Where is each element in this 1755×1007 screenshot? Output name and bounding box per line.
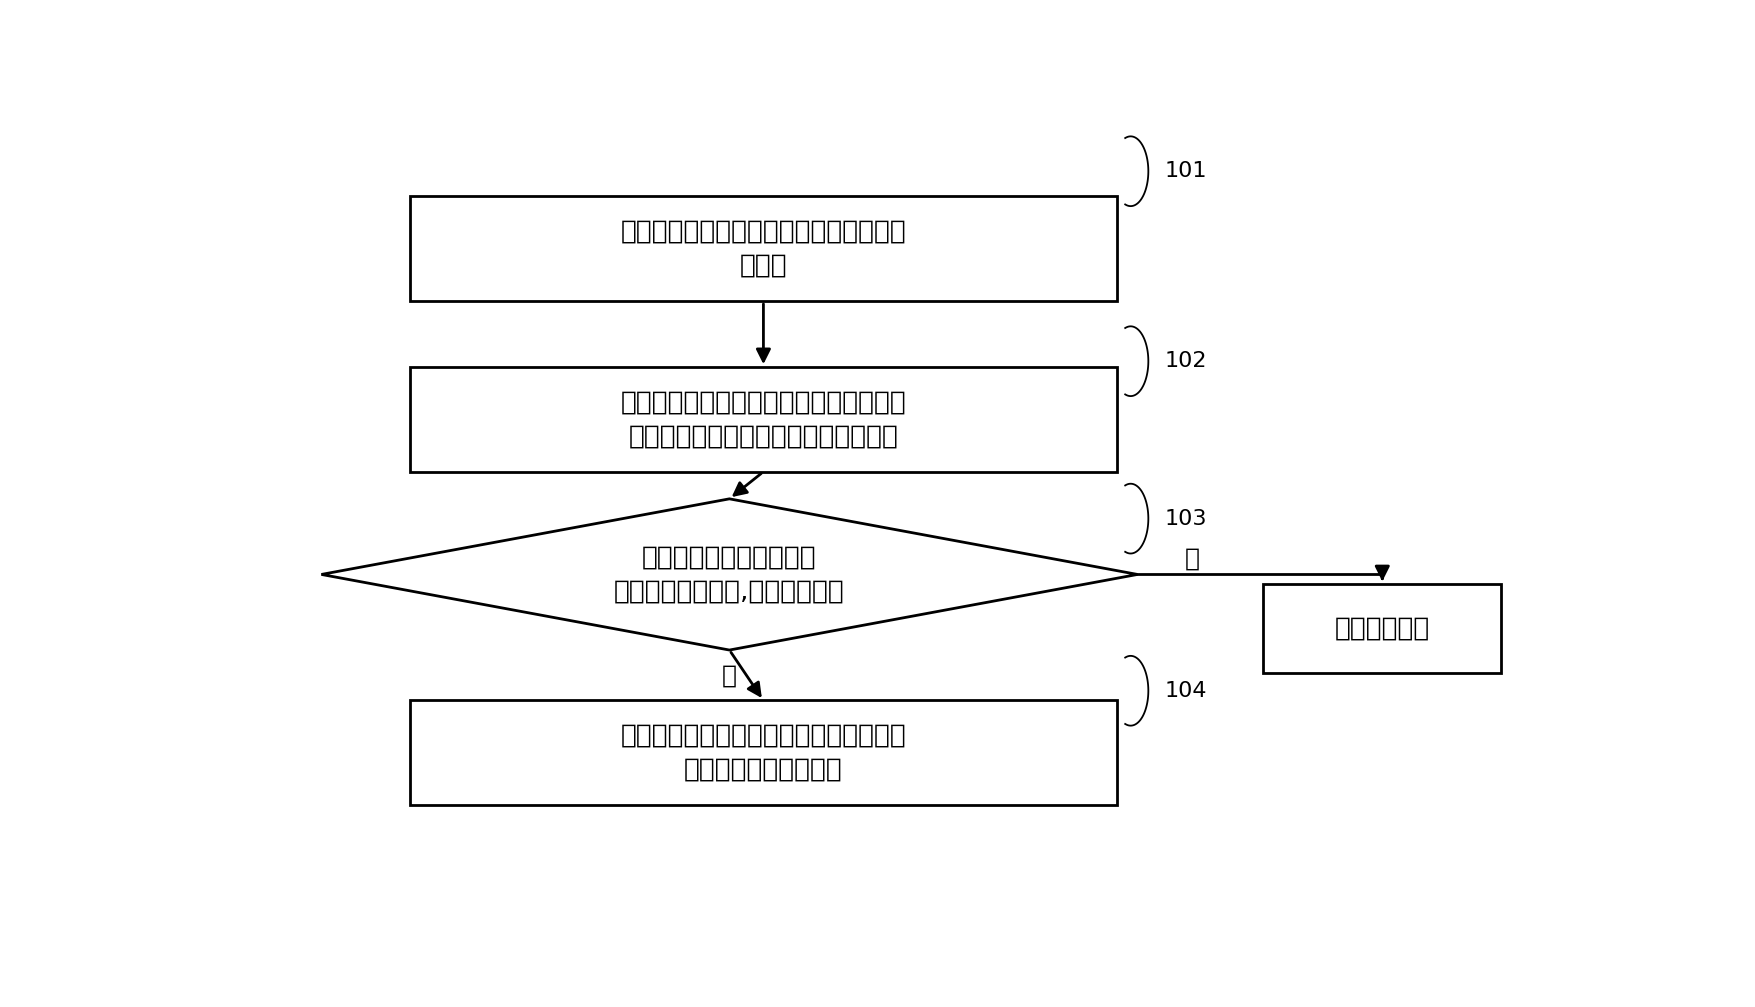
Text: 103: 103 xyxy=(1165,509,1207,529)
FancyBboxPatch shape xyxy=(409,701,1116,806)
Text: 104: 104 xyxy=(1165,681,1207,701)
Text: 车辆拥堵收费平台根据服务请求利用移动
定位技术获取车辆限行终端的位置信息: 车辆拥堵收费平台根据服务请求利用移动 定位技术获取车辆限行终端的位置信息 xyxy=(621,390,906,449)
FancyBboxPatch shape xyxy=(409,196,1116,301)
Text: 车辆拥堵收费平台向车辆限行终端对应的
计费帐户中扣除拥堵费: 车辆拥堵收费平台向车辆限行终端对应的 计费帐户中扣除拥堵费 xyxy=(621,723,906,782)
FancyBboxPatch shape xyxy=(409,367,1116,471)
Text: 将位置信息与预设的收费
区域信息进行比较,判定是否符合: 将位置信息与预设的收费 区域信息进行比较,判定是否符合 xyxy=(614,545,844,604)
Text: 车辆限行终端向车辆拥堵收费平台发送服
务请求: 车辆限行终端向车辆拥堵收费平台发送服 务请求 xyxy=(621,219,906,279)
Text: 不收取拥堵费: 不收取拥堵费 xyxy=(1334,615,1430,641)
Text: 是: 是 xyxy=(721,664,737,687)
Polygon shape xyxy=(321,498,1137,651)
Text: 101: 101 xyxy=(1165,161,1207,181)
Text: 否: 否 xyxy=(1185,547,1200,571)
Text: 102: 102 xyxy=(1165,351,1207,372)
FancyBboxPatch shape xyxy=(1264,584,1501,674)
